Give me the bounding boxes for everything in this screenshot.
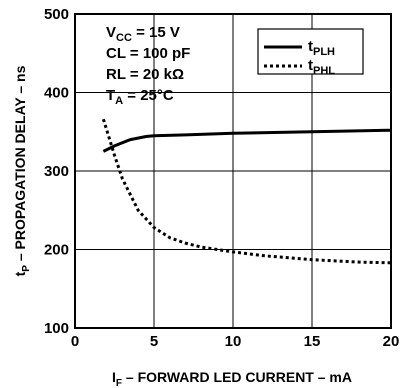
conditions-annotation: VCC = 15 V CL = 100 pF RL = 20 kΩ TA = 2…	[106, 24, 190, 107]
legend: tPLH tPHL	[257, 28, 364, 77]
series-line-tplh	[102, 128, 392, 153]
y-axis-label: tP – PROPAGATION DELAY – ns	[12, 65, 32, 276]
y-tick-label: 300	[44, 163, 69, 180]
legend-label-tplh: tPLH	[308, 38, 335, 58]
x-tick-label: 15	[304, 333, 321, 350]
legend-label-tphl: tPHL	[308, 57, 335, 77]
condition-vcc: VCC = 15 V	[106, 24, 180, 44]
condition-ta: TA = 25°C	[106, 87, 174, 107]
x-tick-label: 20	[383, 333, 400, 350]
x-tick-label: 0	[71, 333, 79, 350]
legend-box	[257, 28, 364, 75]
plot-frame	[74, 13, 392, 329]
y-tick-label: 500	[44, 6, 69, 23]
tick-labels: 0 5 10 15 20 100 200 300 400 500	[44, 6, 399, 350]
condition-rl: RL = 20 kΩ	[106, 66, 184, 83]
y-tick-label: 400	[44, 85, 69, 102]
y-tick-label: 100	[44, 320, 69, 337]
series-line-tphl	[101, 118, 392, 265]
series-layer	[101, 118, 392, 265]
x-axis-label: IF – FORWARD LED CURRENT – mA	[112, 369, 352, 388]
x-tick-label: 5	[150, 333, 158, 350]
y-tick-label: 200	[44, 242, 69, 259]
condition-cl: CL = 100 pF	[106, 45, 190, 62]
x-tick-label: 10	[225, 333, 242, 350]
